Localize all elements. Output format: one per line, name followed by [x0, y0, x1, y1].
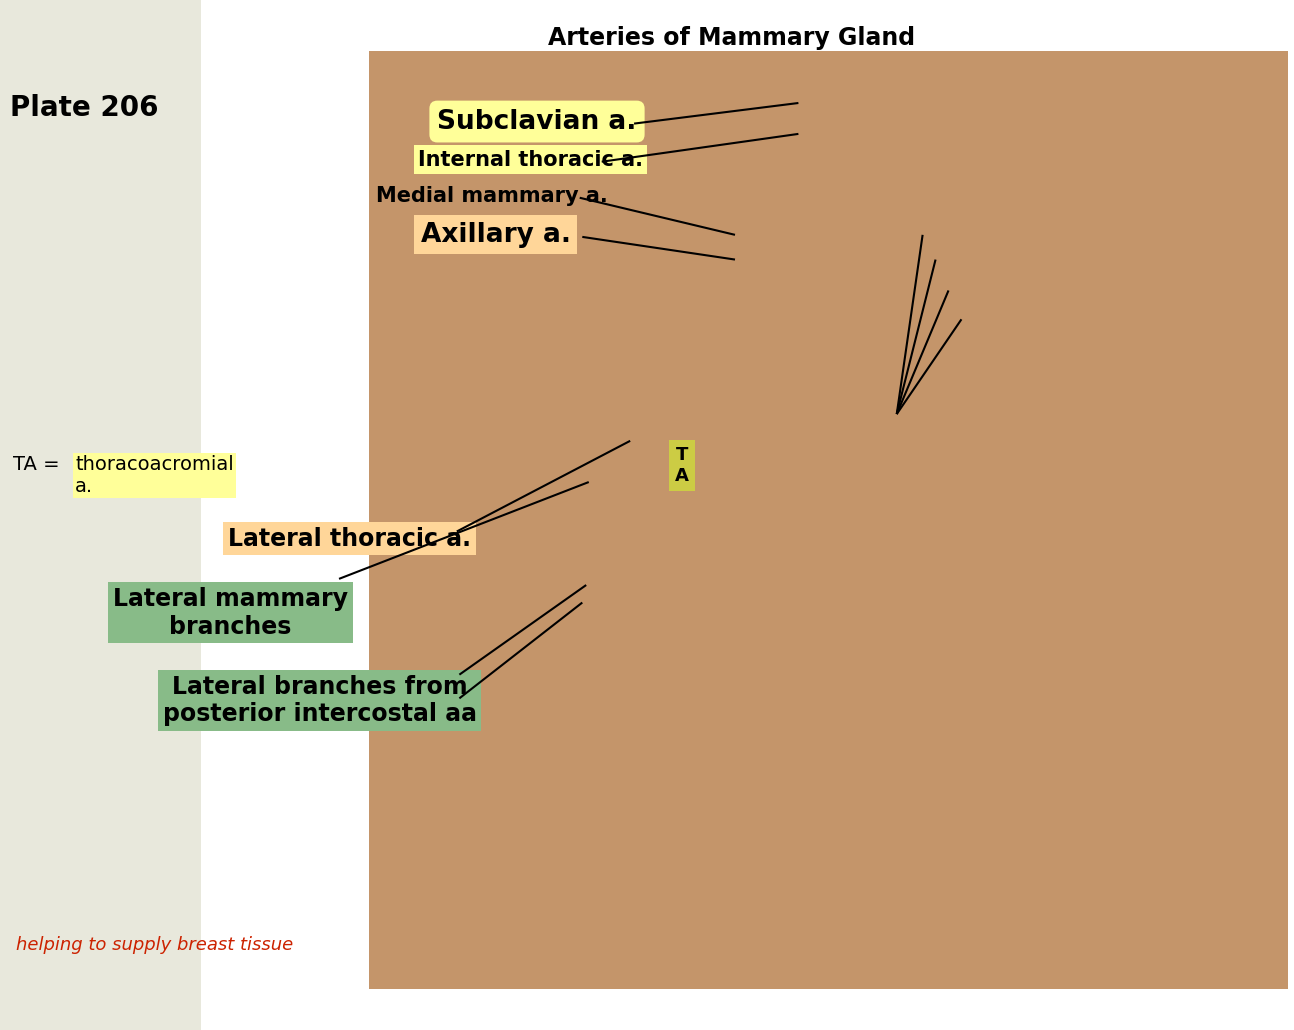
Text: helping to supply breast tissue: helping to supply breast tissue — [16, 935, 292, 954]
Text: Arteries of Mammary Gland: Arteries of Mammary Gland — [547, 26, 915, 50]
Text: TA =: TA = — [13, 455, 66, 474]
Text: Plate 206: Plate 206 — [10, 94, 158, 123]
Text: Lateral mammary
branches: Lateral mammary branches — [113, 587, 348, 639]
Text: Lateral thoracic a.: Lateral thoracic a. — [228, 526, 471, 551]
Text: Internal thoracic a.: Internal thoracic a. — [418, 149, 643, 170]
Text: Subclavian a.: Subclavian a. — [437, 108, 637, 135]
FancyBboxPatch shape — [369, 52, 1288, 989]
Text: thoracoacromial
a.: thoracoacromial a. — [75, 455, 234, 496]
Text: T
A: T A — [675, 446, 688, 485]
FancyBboxPatch shape — [201, 0, 1294, 1030]
Text: Medial mammary a.: Medial mammary a. — [375, 185, 608, 206]
FancyBboxPatch shape — [0, 0, 201, 1030]
Text: Lateral branches from
posterior intercostal aa: Lateral branches from posterior intercos… — [163, 675, 476, 726]
Text: Axillary a.: Axillary a. — [421, 221, 571, 248]
